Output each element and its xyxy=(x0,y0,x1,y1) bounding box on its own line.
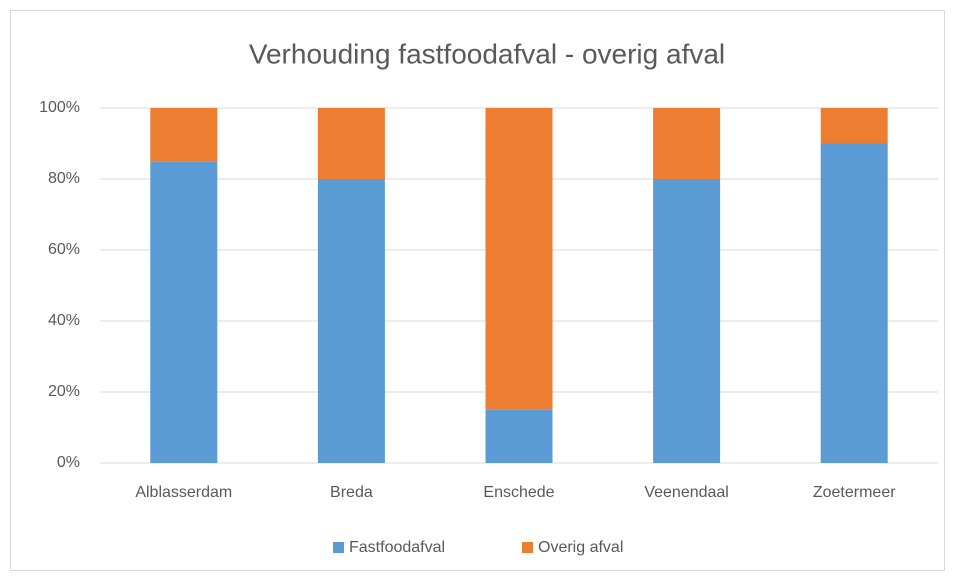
y-tick-label: 20% xyxy=(48,383,80,400)
x-tick-label: Veenendaal xyxy=(644,484,729,501)
y-tick-label: 80% xyxy=(48,170,80,187)
bar-segment xyxy=(653,108,721,179)
y-tick-label: 0% xyxy=(57,454,80,471)
x-tick-label: Enschede xyxy=(483,484,554,501)
chart-title: Verhouding fastfoodafval - overig afval xyxy=(249,38,725,69)
bar-segment xyxy=(653,179,721,463)
bar-segment xyxy=(485,409,553,463)
bar-segment xyxy=(317,108,385,179)
bar-segment xyxy=(317,179,385,463)
bar-segment xyxy=(150,161,218,463)
legend-swatch xyxy=(333,542,344,553)
y-tick-label: 40% xyxy=(48,312,80,329)
legend-swatch xyxy=(522,542,533,553)
bar-segment xyxy=(485,108,553,410)
bar-segment xyxy=(820,143,888,463)
y-tick-label: 100% xyxy=(39,99,80,116)
bar-segment xyxy=(820,108,888,144)
bar-segment xyxy=(150,108,218,162)
x-tick-label: Zoetermeer xyxy=(813,484,896,501)
legend-label: Overig afval xyxy=(538,539,623,556)
legend-label: Fastfoodafval xyxy=(349,539,445,556)
y-tick-label: 60% xyxy=(48,241,80,258)
x-tick-label: Breda xyxy=(330,484,373,501)
x-tick-label: Alblasserdam xyxy=(135,484,232,501)
